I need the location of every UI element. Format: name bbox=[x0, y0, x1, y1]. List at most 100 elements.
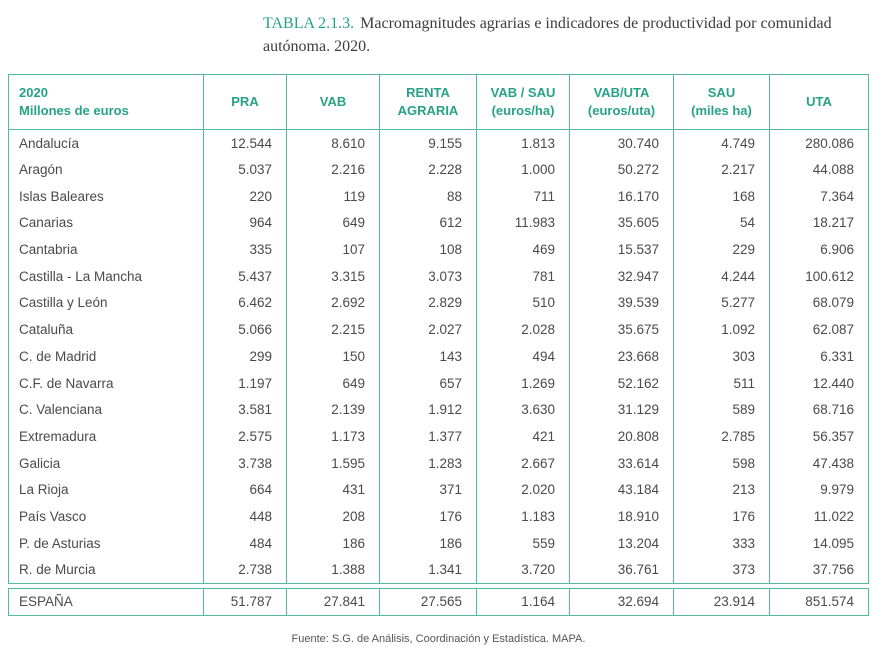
value-cell: 88 bbox=[379, 182, 477, 210]
value-cell: 18.910 bbox=[569, 503, 674, 530]
header-line: SAU bbox=[707, 85, 736, 101]
column-header-vab-sau: VAB / SAU (euros/ha) bbox=[476, 74, 570, 130]
region-name: Canarias bbox=[19, 215, 74, 231]
table-title-text: Macromagnitudes agrarias e indicadores d… bbox=[263, 15, 832, 56]
value-cell: 213 bbox=[673, 476, 770, 504]
value-cell: 36.761 bbox=[569, 556, 674, 584]
value-cell: 589 bbox=[673, 396, 770, 424]
table-row: P. de Asturias 484 186 186 559 13.204 333 14.09… bbox=[9, 529, 869, 557]
value-cell: 1.269 bbox=[476, 369, 570, 397]
value-cell: 108 bbox=[379, 236, 477, 263]
value-cell: 4.749 bbox=[673, 129, 770, 157]
value-cell: 54 bbox=[673, 209, 770, 237]
table-row: C.F. de Navarra 1.197 649 657 1.269 52.162 511… bbox=[9, 369, 869, 397]
value-cell: 964 bbox=[203, 209, 287, 237]
value-cell: 510 bbox=[476, 289, 570, 317]
value-cell: 373 bbox=[673, 556, 770, 584]
total-table: ESPAÑA 51.787 27.841 27.565 1.164 32.694 23.91… bbox=[8, 587, 869, 616]
value-cell: 431 bbox=[286, 476, 380, 504]
header-line: RENTA bbox=[406, 85, 450, 101]
value-cell: 5.437 bbox=[203, 262, 287, 290]
value-cell: 31.129 bbox=[569, 396, 674, 424]
column-header-renta-agraria: RENTA AGRARIA bbox=[379, 74, 477, 130]
value-cell: 68.716 bbox=[769, 396, 869, 424]
value-cell: 35.675 bbox=[569, 316, 674, 343]
column-header-pra: PRA bbox=[203, 74, 287, 130]
region-name: Andalucía bbox=[19, 135, 80, 151]
value-cell: 649 bbox=[286, 209, 380, 237]
value-cell: 559 bbox=[476, 529, 570, 557]
header-line: (euros/uta) bbox=[587, 103, 656, 118]
header-line: Millones de euros bbox=[19, 103, 129, 118]
header-line: VAB/UTA bbox=[593, 85, 650, 101]
value-cell: 35.605 bbox=[569, 209, 674, 237]
value-cell: 2.228 bbox=[379, 156, 477, 183]
header-line: VAB bbox=[319, 94, 347, 110]
value-cell: 33.614 bbox=[569, 449, 674, 477]
value-cell: 484 bbox=[203, 529, 287, 557]
value-cell: 1.164 bbox=[476, 588, 570, 616]
region-name: R. de Murcia bbox=[19, 562, 96, 578]
value-cell: 168 bbox=[673, 182, 770, 210]
source-note: Fuente: S.G. de Análisis, Coordinación y… bbox=[291, 633, 586, 645]
value-cell: 333 bbox=[673, 529, 770, 557]
value-cell: 3.630 bbox=[476, 396, 570, 424]
region-name: C. Valenciana bbox=[19, 402, 103, 418]
value-cell: 229 bbox=[673, 236, 770, 263]
table-row: Cataluña 5.066 2.215 2.027 2.028 35.675 1.092 6… bbox=[9, 316, 869, 343]
value-cell: 1.283 bbox=[379, 449, 477, 477]
table-row: País Vasco 448 208 176 1.183 18.910 176 11.022 bbox=[9, 503, 869, 530]
value-cell: 47.438 bbox=[769, 449, 869, 477]
value-cell: 43.184 bbox=[569, 476, 674, 504]
value-cell: 2.217 bbox=[673, 156, 770, 183]
value-cell: 8.610 bbox=[286, 129, 380, 157]
value-cell: 119 bbox=[286, 182, 380, 210]
value-cell: 11.022 bbox=[769, 503, 869, 530]
value-cell: 107 bbox=[286, 236, 380, 263]
value-cell: 2.028 bbox=[476, 316, 570, 343]
value-cell: 186 bbox=[286, 529, 380, 557]
value-cell: 2.829 bbox=[379, 289, 477, 317]
value-cell: 15.537 bbox=[569, 236, 674, 263]
region-name: C.F. de Navarra bbox=[19, 375, 114, 391]
region-name: Castilla y León bbox=[19, 295, 108, 311]
value-cell: 27.841 bbox=[286, 588, 380, 616]
value-cell: 1.912 bbox=[379, 396, 477, 424]
value-cell: 711 bbox=[476, 182, 570, 210]
value-cell: 5.277 bbox=[673, 289, 770, 317]
value-cell: 1.377 bbox=[379, 423, 477, 450]
value-cell: 299 bbox=[203, 343, 287, 370]
value-cell: 448 bbox=[203, 503, 287, 530]
value-cell: 51.787 bbox=[203, 588, 287, 616]
value-cell: 2.215 bbox=[286, 316, 380, 343]
region-name: C. de Madrid bbox=[19, 348, 97, 364]
value-cell: 32.947 bbox=[569, 262, 674, 290]
value-cell: 30.740 bbox=[569, 129, 674, 157]
value-cell: 1.092 bbox=[673, 316, 770, 343]
region-name: P. de Asturias bbox=[19, 535, 101, 551]
value-cell: 9.979 bbox=[769, 476, 869, 504]
value-cell: 3.581 bbox=[203, 396, 287, 424]
value-cell: 20.808 bbox=[569, 423, 674, 450]
value-cell: 511 bbox=[673, 369, 770, 397]
value-cell: 598 bbox=[673, 449, 770, 477]
value-cell: 16.170 bbox=[569, 182, 674, 210]
region-name: La Rioja bbox=[19, 482, 69, 498]
header-line: UTA bbox=[806, 94, 832, 110]
value-cell: 12.440 bbox=[769, 369, 869, 397]
value-cell: 176 bbox=[379, 503, 477, 530]
value-cell: 303 bbox=[673, 343, 770, 370]
value-cell: 421 bbox=[476, 423, 570, 450]
value-cell: 469 bbox=[476, 236, 570, 263]
region-name: Islas Baleares bbox=[19, 188, 104, 204]
table-row: C. de Madrid 299 150 143 494 23.668 303 6.331 bbox=[9, 343, 869, 370]
value-cell: 2.667 bbox=[476, 449, 570, 477]
value-cell: 208 bbox=[286, 503, 380, 530]
value-cell: 612 bbox=[379, 209, 477, 237]
column-header-uta: UTA bbox=[769, 74, 869, 130]
value-cell: 7.364 bbox=[769, 182, 869, 210]
table-row: Canarias 964 649 612 11.983 35.605 54 18.217 bbox=[9, 209, 869, 237]
value-cell: 3.738 bbox=[203, 449, 287, 477]
value-cell: 32.694 bbox=[569, 588, 674, 616]
value-cell: 18.217 bbox=[769, 209, 869, 237]
